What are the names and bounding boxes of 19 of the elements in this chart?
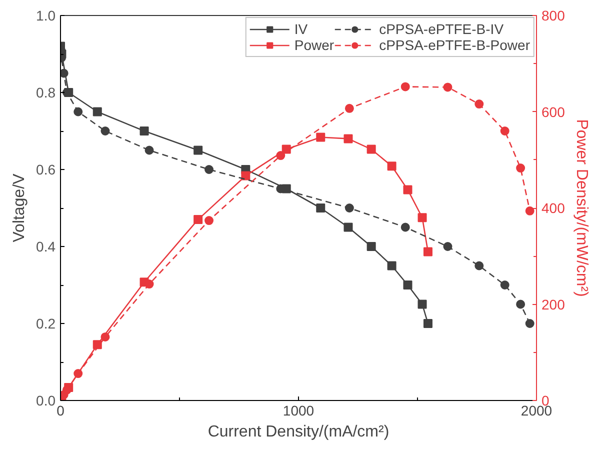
y2-tick-label: 600 [542,104,566,120]
y2-tick-label: 800 [542,8,566,24]
y2-tick-label: 200 [542,296,566,312]
y-axis-title: Voltage/V [11,173,28,242]
y-tick-label: 0.2 [36,316,56,332]
y2-tick-label: 400 [542,200,566,216]
y-tick-label: 0.8 [36,84,56,100]
legend-label: cPPSA-ePTFE-B-IV [379,21,504,37]
legend-label: IV [294,21,309,37]
y-tick-label: 0.6 [36,162,56,178]
y2-axis-title: Power Density/(mW/cm²) [572,119,590,297]
legend-label: cPPSA-ePTFE-B-Power [379,37,530,53]
x-tick-label: 0 [56,402,65,418]
x-tick-label: 1000 [282,402,314,418]
y-tick-label: 0.0 [36,392,56,408]
legend-label: Power [294,37,334,53]
y-tick-label: 1.0 [36,8,56,24]
y-tick-label: 0.4 [36,238,56,254]
x-axis-title: Current Density/(mA/cm²) [208,424,390,440]
